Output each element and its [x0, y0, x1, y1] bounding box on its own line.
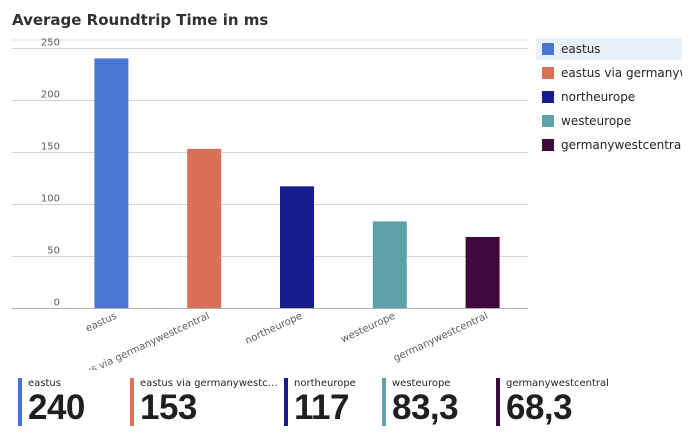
x-tick-label: germanywestcentral	[392, 311, 490, 364]
x-tick-label: eastus via germanywestcentral	[64, 311, 211, 370]
legend-item-4[interactable]: germanywestcentral	[536, 134, 682, 156]
bar-3	[372, 221, 407, 308]
x-tick-label: northeurope	[244, 311, 305, 347]
legend-swatch	[542, 43, 554, 55]
legend-label: eastus via germanyw...	[561, 66, 682, 80]
bar-2	[280, 186, 314, 308]
legend-item-0[interactable]: eastus	[536, 38, 682, 60]
chart-legend: eastus eastus via germanyw... northeurope w…	[536, 38, 682, 158]
legend-label: eastus	[561, 42, 601, 56]
bar-0	[94, 58, 129, 309]
tile-color-bar	[130, 378, 134, 426]
tile-color-bar	[284, 378, 288, 426]
legend-item-3[interactable]: westeurope	[536, 110, 682, 132]
tile-0: eastus 240	[18, 378, 128, 428]
tile-3: westeurope 83,3	[382, 378, 497, 428]
x-tick-label: eastus	[84, 311, 119, 335]
y-tick-label: 250	[41, 38, 60, 49]
legend-label: northeurope	[561, 90, 636, 104]
tile-4: germanywestcentral 68,3	[496, 378, 616, 428]
y-tick-label: 150	[41, 142, 60, 153]
chart-title: Average Roundtrip Time in ms	[12, 11, 269, 29]
x-tick-label: westeurope	[339, 311, 397, 346]
legend-swatch	[542, 67, 554, 79]
legend-label: westeurope	[561, 114, 632, 128]
tile-value: 68,3	[506, 388, 573, 427]
legend-item-2[interactable]: northeurope	[536, 86, 682, 108]
tile-value: 153	[140, 388, 197, 427]
legend-label: germanywestcentral	[561, 138, 682, 152]
legend-swatch	[542, 139, 554, 151]
tile-2: northeurope 117	[284, 378, 384, 428]
y-tick-label: 0	[54, 298, 60, 309]
tile-1: eastus via germanywestce... 153	[130, 378, 280, 428]
tile-value: 83,3	[392, 388, 459, 427]
y-tick-label: 50	[47, 246, 60, 257]
y-tick-label: 200	[41, 90, 60, 101]
tile-value: 117	[294, 388, 349, 427]
tile-value: 240	[28, 388, 85, 427]
tile-color-bar	[382, 378, 386, 426]
bar-4	[465, 236, 500, 308]
legend-swatch	[542, 115, 554, 127]
tile-color-bar	[496, 378, 500, 426]
y-tick-label: 100	[41, 194, 60, 205]
legend-item-1[interactable]: eastus via germanyw...	[536, 62, 682, 84]
tile-color-bar	[18, 378, 22, 426]
legend-swatch	[542, 91, 554, 103]
bar-1	[187, 148, 222, 308]
label-clip-mask	[0, 312, 12, 370]
